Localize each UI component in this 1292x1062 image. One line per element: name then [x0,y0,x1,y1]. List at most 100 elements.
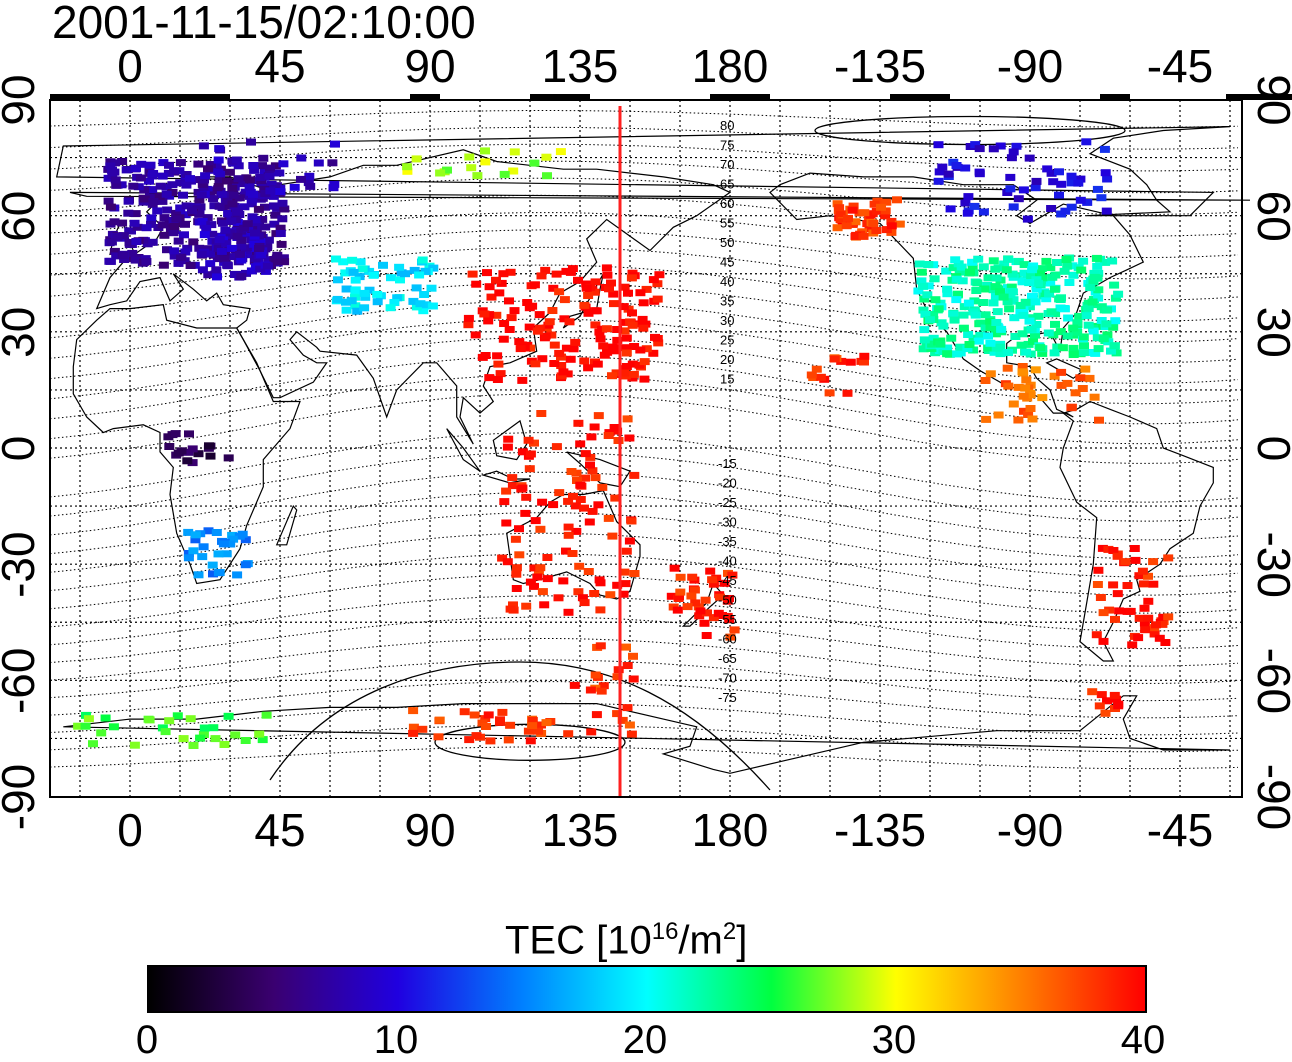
tec-point [352,307,363,315]
tec-point [558,368,569,376]
tec-point [1060,207,1071,215]
tec-point [355,258,366,266]
tec-point [567,265,578,273]
tec-point [1035,270,1045,278]
tec-point [477,353,488,361]
tec-point [859,352,870,360]
magnetic-contour [49,681,1239,719]
coastline [1059,400,1214,662]
tec-point [212,186,223,194]
tec-point [256,251,267,258]
tec-point [154,192,165,200]
tec-point [328,184,339,192]
tec-point [527,302,538,310]
tec-point [595,606,606,614]
tec-point [141,224,152,232]
magnetic-contour [49,471,1239,541]
tec-point [144,716,155,724]
tec-point [214,177,225,185]
tec-point [880,212,891,220]
tec-point [347,256,358,264]
tec-point [466,164,477,172]
tec-point [109,168,120,176]
tec-point [211,529,222,536]
tec-point [1120,558,1131,566]
tec-point [175,179,186,187]
tec-point [421,301,432,309]
magnetic-contour [49,229,1239,280]
tec-point [213,550,224,558]
tec-point [240,536,251,544]
tec-point [181,181,192,189]
tec-point [580,474,590,482]
tec-point [1019,261,1030,269]
tec-point [598,682,609,690]
tec-point [916,268,927,276]
tec-point [951,275,962,283]
tec-point [1089,273,1100,281]
tec-point [530,360,541,368]
tec-point [244,176,255,184]
tec-point [1093,345,1104,353]
tec-point [220,251,231,259]
tec-point [1025,405,1036,412]
tec-point [213,183,224,191]
tec-point [130,256,141,264]
magnetic-contour [49,432,1239,503]
tec-point [607,372,617,380]
tec-point [193,450,204,458]
tec-point [498,270,509,278]
tec-point [148,198,159,205]
tec-point [213,156,224,164]
tec-point [1035,344,1046,352]
tec-point [1056,381,1067,389]
tec-point [529,564,540,572]
tec-point [164,717,175,725]
tec-point [654,271,665,279]
tec-point [922,291,933,299]
tec-point [517,376,528,384]
lon-tick-bottom: -45 [1147,804,1213,856]
tec-point [157,172,168,180]
tec-point [579,599,590,607]
tec-point [1079,342,1089,350]
tec-point [236,273,247,281]
tec-point [227,531,238,539]
tec-point [985,370,996,378]
tec-point [173,449,184,457]
tec-point [222,197,233,205]
tec-point [956,263,967,271]
tec-point [675,573,686,581]
tec-point [389,299,400,306]
tec-point [725,633,736,641]
tec-point [233,162,244,170]
contour-label: -15 [718,456,737,471]
tec-point [1031,276,1042,284]
tec-point [219,741,230,748]
tec-point [989,348,1000,356]
tec-point [918,306,929,314]
tec-point [194,196,205,204]
tec-point [1037,394,1048,402]
tec-point [1113,702,1124,710]
tec-point [480,147,490,155]
tec-point [131,164,141,172]
tec-point [530,517,541,525]
tec-point [1006,154,1017,162]
tec-point [205,452,216,460]
tec-point [205,161,216,168]
tec-point [1114,607,1125,615]
tec-point [1143,614,1154,622]
tec-point [595,642,606,650]
tec-point [434,716,445,724]
tec-point [1138,580,1149,588]
tec-point [589,423,600,431]
tec-point [549,360,560,367]
tec-point [570,338,581,346]
tec-point [964,341,975,348]
tec-point [463,314,474,322]
tec-point [171,215,182,223]
tec-point [494,289,505,297]
tec-point [933,305,944,313]
tec-point [571,527,582,535]
